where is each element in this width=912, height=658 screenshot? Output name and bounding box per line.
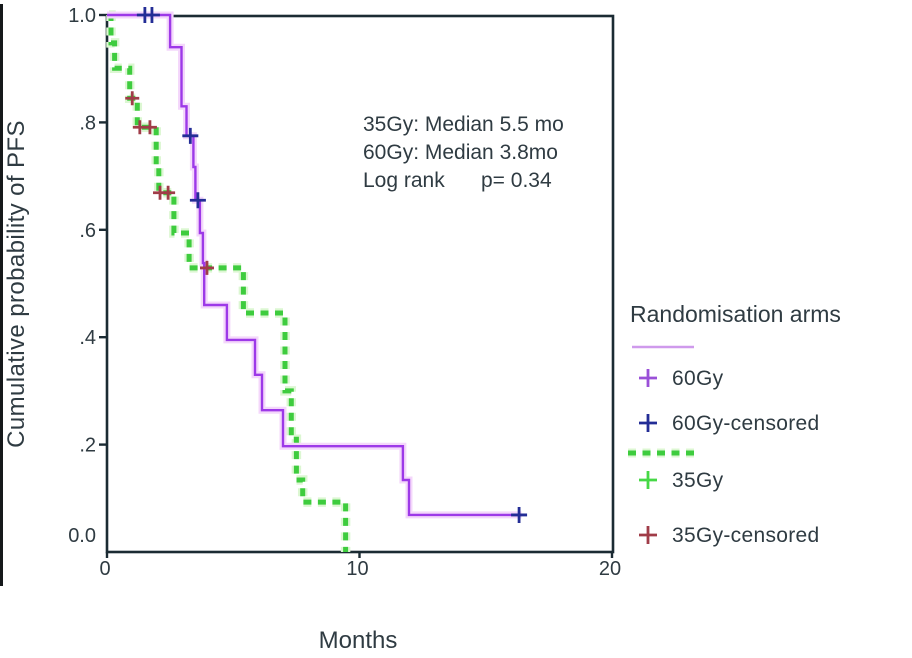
y-axis: 0.0 .2 .4 .6 .8 1.0 <box>68 5 107 547</box>
y-tick-label: .2 <box>79 435 96 457</box>
legend-item-label: 35Gy <box>672 469 724 492</box>
x-axis: 0 10 20 <box>99 552 621 580</box>
censor-marks-60Gy <box>136 7 528 523</box>
x-tick-label: 0 <box>99 558 110 580</box>
legend-item-60gy: 60Gy <box>632 345 724 390</box>
legend: Randomisation arms 60Gy 60Gy-censored 35Gy 3… <box>628 301 841 547</box>
curve-line-35Gy <box>108 12 349 552</box>
annotation-block: 35Gy: Median 5.5 mo 60Gy: Median 3.8mo Log… <box>363 113 564 192</box>
x-axis-title: Months <box>319 627 398 654</box>
legend-item-label: 60Gy <box>672 367 724 390</box>
legend-item-60gy-censored: 60Gy-censored <box>639 412 819 435</box>
censor-plus-35Gy <box>142 120 157 135</box>
censor-plus-35Gy <box>199 260 214 275</box>
legend-plus-marker <box>639 414 657 432</box>
legend-item-35gy-censored: 35Gy-censored <box>639 524 819 547</box>
censor-plus-60Gy <box>511 506 528 523</box>
y-tick-label: 0.0 <box>68 525 96 547</box>
x-tick-label: 20 <box>599 558 621 580</box>
censor-plus-60Gy <box>182 127 199 144</box>
annotation-logrank-label: Log rank <box>363 169 445 192</box>
scan-edge-artifact <box>0 4 3 586</box>
y-tick-label: 1.0 <box>68 5 96 27</box>
y-tick-label: .6 <box>79 220 96 242</box>
curve-halo-35Gy <box>106 10 351 552</box>
censor-plus-35Gy <box>161 185 176 200</box>
curve-60Gy <box>107 11 522 519</box>
legend-item-label: 60Gy-censored <box>672 412 819 435</box>
censor-plus-35Gy <box>125 91 140 106</box>
censor-marks-35Gy <box>125 91 214 275</box>
y-tick-label: .4 <box>79 327 96 349</box>
x-tick-label: 10 <box>346 558 368 580</box>
annotation-line-1: 35Gy: Median 5.5 mo <box>363 113 564 136</box>
legend-plus-marker <box>639 369 657 387</box>
curve-35Gy <box>106 10 351 552</box>
censor-plus-60Gy <box>189 192 206 209</box>
annotation-p-value: p= 0.34 <box>481 169 552 192</box>
legend-item-35gy: 35Gy <box>628 448 724 492</box>
y-tick-label: .8 <box>79 112 96 134</box>
legend-plus-marker <box>639 526 657 544</box>
legend-plus-marker <box>639 471 657 489</box>
legend-title: Randomisation arms <box>630 301 841 327</box>
curve-halo-60Gy <box>107 11 522 519</box>
censor-plus-60Gy <box>143 7 160 23</box>
y-axis-title: Cumulative probability of PFS <box>3 120 30 448</box>
annotation-line-2: 60Gy: Median 3.8mo <box>363 141 558 164</box>
curve-line-60Gy <box>107 13 522 517</box>
legend-item-label: 35Gy-censored <box>672 524 819 547</box>
